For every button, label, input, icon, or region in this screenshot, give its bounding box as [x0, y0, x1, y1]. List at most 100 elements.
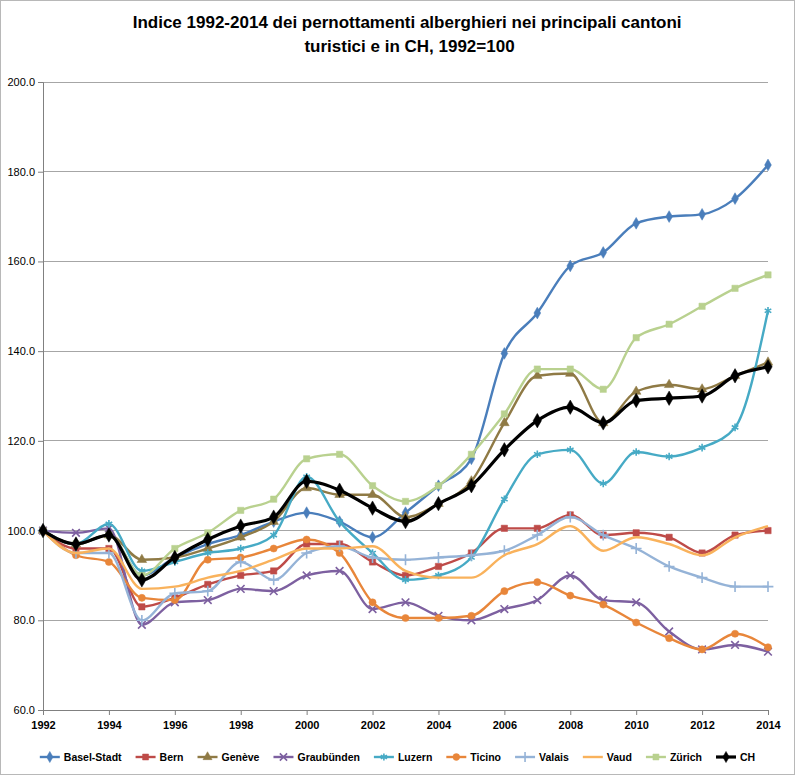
point-group: [204, 549, 211, 557]
point-group: [534, 451, 541, 459]
chart-title-line: Indice 1992-2014 dei pernottamenti alber…: [133, 13, 687, 32]
point-group: [204, 556, 211, 563]
point-group: [600, 386, 606, 392]
point-group: [533, 596, 541, 604]
series-line: [43, 526, 768, 589]
point: [633, 619, 640, 626]
legend-item: CH: [716, 751, 755, 763]
point-group: [600, 480, 607, 488]
point: [600, 386, 606, 392]
point-group: [765, 272, 771, 278]
x-tick: 1992: [31, 710, 55, 731]
point: [369, 483, 375, 489]
point: [204, 556, 211, 563]
chart-frame: [1, 1, 795, 775]
point-group: [235, 557, 246, 568]
point-group: [268, 575, 279, 586]
point-group: [336, 451, 342, 457]
x-tick-mark: [438, 710, 439, 715]
point-group: [434, 496, 442, 510]
point-group: [534, 307, 541, 319]
point-group: [303, 456, 309, 462]
point: [270, 545, 277, 552]
point: [665, 391, 673, 405]
point-group: [732, 424, 739, 432]
legend-item: Ticino: [446, 751, 501, 763]
legend-label: Basel-Stadt: [64, 751, 122, 763]
point-group: [238, 572, 244, 578]
point: [334, 541, 345, 552]
point: [732, 285, 738, 291]
point: [434, 496, 442, 510]
point: [699, 444, 706, 452]
legend-label: Ticino: [470, 751, 501, 763]
point: [731, 630, 738, 637]
point: [633, 335, 639, 341]
point-group: [501, 347, 508, 359]
point: [600, 247, 607, 259]
point: [435, 480, 442, 492]
point-group: [633, 217, 640, 229]
y-axis-line: [38, 83, 44, 711]
point: [501, 525, 507, 531]
point-group: [106, 520, 113, 528]
point: [666, 321, 672, 327]
legend: Basel-StadtBernGenèveGraubündenLuzernTic…: [40, 751, 755, 763]
point: [433, 552, 444, 563]
point-group: [402, 599, 410, 607]
series-group: [38, 159, 774, 655]
x-tick: 1994: [97, 710, 122, 731]
point: [271, 568, 277, 574]
point: [500, 443, 508, 457]
x-tick: 2006: [493, 710, 517, 731]
point-group: [369, 599, 376, 606]
point-group: [699, 444, 706, 452]
point-group: [204, 532, 212, 546]
point-group: [501, 495, 508, 503]
point-group: [270, 531, 277, 539]
point: [501, 588, 508, 595]
point: [698, 389, 706, 403]
point-group: [400, 554, 411, 565]
legend-item: Vaud: [583, 751, 632, 763]
point-group: [567, 446, 574, 454]
point: [139, 604, 145, 610]
point-group: [664, 561, 675, 572]
legend-marker-shape: [280, 753, 287, 760]
point-group: [666, 211, 673, 223]
legend-marker: [203, 752, 212, 760]
chart-title-line: turistici e in CH, 1992=100: [304, 37, 514, 56]
point-group: [666, 534, 672, 540]
x-tick-label: 2004: [427, 719, 452, 731]
y-tick-label: 100.0: [7, 525, 35, 537]
point: [565, 512, 576, 523]
x-tick: 2010: [624, 710, 648, 731]
point-group: [402, 614, 409, 621]
legend-label: Genève: [222, 751, 260, 763]
point: [336, 518, 343, 526]
grid-line: [43, 261, 768, 262]
point: [238, 507, 244, 513]
y-tick: 140.0: [7, 345, 43, 357]
legend-item: Bern: [136, 751, 184, 763]
point-group: [765, 307, 772, 315]
point: [335, 483, 343, 497]
series: [43, 526, 768, 589]
point: [303, 456, 309, 462]
point: [632, 599, 640, 607]
grid-line: [43, 351, 768, 352]
x-tick-label: 2010: [624, 719, 648, 731]
point: [106, 520, 113, 528]
point: [268, 575, 279, 586]
grid-line: [43, 171, 768, 172]
point: [665, 628, 673, 636]
point: [72, 537, 80, 551]
point-group: [567, 260, 574, 272]
point-group: [435, 614, 442, 621]
series: [40, 512, 771, 610]
point: [270, 510, 278, 524]
legend-marker: [653, 754, 659, 760]
legend-label: Bern: [160, 751, 184, 763]
point-group: [633, 619, 640, 626]
point-group: [271, 568, 277, 574]
